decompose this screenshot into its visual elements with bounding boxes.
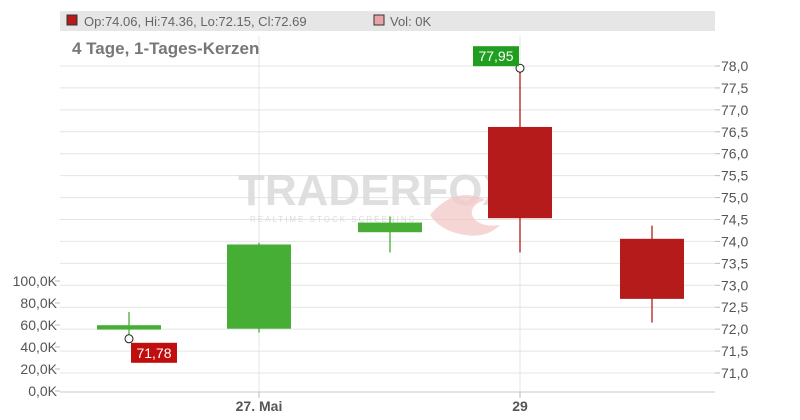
- price-tick-label: 71,0: [721, 365, 748, 381]
- annotation-marker: [124, 334, 134, 344]
- price-tick-label: 76,0: [721, 146, 748, 162]
- price-tick-label: 75,0: [721, 190, 748, 206]
- volume-tick-label: 0,0K: [28, 383, 57, 399]
- price-annotations: 77,95 71,78: [124, 46, 525, 363]
- price-axis: 71,0 71,5 72,0 72,5 73,0 73,5 74,0 74,5 75,0 75,5…: [715, 58, 748, 381]
- candle-body: [227, 244, 291, 329]
- annotation-label: 77,95: [478, 48, 513, 64]
- chart-subtitle: 4 Tage, 1-Tages-Kerzen: [72, 39, 259, 58]
- price-tick-label: 74,0: [721, 233, 748, 249]
- price-tick-label: 72,0: [721, 321, 748, 337]
- volume-swatch: [373, 14, 385, 26]
- price-tick-label: 72,5: [721, 299, 748, 315]
- x-tick-label: 27. Mai: [236, 398, 283, 414]
- candle: [488, 68, 552, 253]
- ohlc-swatch: [66, 14, 78, 26]
- volume-readout: Vol: 0K: [390, 14, 432, 29]
- price-tick-label: 74,5: [721, 212, 748, 228]
- candle-body: [97, 325, 161, 330]
- candle-body: [358, 222, 422, 233]
- volume-tick-label: 100,0K: [13, 273, 58, 289]
- volume-tick-label: 80,0K: [20, 295, 57, 311]
- x-tick-label: 29: [512, 398, 528, 414]
- price-tick-label: 73,5: [721, 255, 748, 271]
- annotation-label: 71,78: [136, 345, 171, 361]
- price-tick-label: 76,5: [721, 124, 748, 140]
- watermark-subtext: REALTIME STOCK SCREENING: [250, 215, 417, 224]
- price-tick-label: 78,0: [721, 58, 748, 74]
- candle: [620, 225, 684, 323]
- chart-grid: [60, 36, 715, 392]
- watermark: TRADERFOX REALTIME STOCK SCREENING: [238, 166, 512, 236]
- price-tick-label: 73,0: [721, 277, 748, 293]
- ohlc-readout: Op:74.06, Hi:74.36, Lo:72.15, Cl:72.69: [84, 14, 307, 29]
- price-tick-label: 75,5: [721, 168, 748, 184]
- price-annotation: 77,95: [473, 46, 525, 73]
- price-tick-label: 71,5: [721, 343, 748, 359]
- price-tick-label: 77,5: [721, 80, 748, 96]
- candles: [97, 68, 684, 339]
- price-tick-label: 77,0: [721, 102, 748, 118]
- header-bar: Op:74.06, Hi:74.36, Lo:72.15, Cl:72.69 V…: [60, 11, 715, 31]
- price-annotation: 71,78: [124, 334, 177, 363]
- header-bar-background: [60, 11, 715, 31]
- volume-tick-label: 40,0K: [20, 339, 57, 355]
- annotation-box: [131, 342, 177, 363]
- annotation-box: [473, 46, 519, 67]
- candle: [358, 216, 422, 253]
- candle-body: [620, 238, 684, 299]
- x-axis: 27. Mai 29: [236, 392, 528, 414]
- volume-axis: 0,0K 20,0K 40,0K 60,0K 80,0K 100,0K: [13, 273, 60, 399]
- volume-tick-label: 60,0K: [20, 317, 57, 333]
- fox-logo: [430, 195, 500, 236]
- volume-tick-label: 20,0K: [20, 361, 57, 377]
- candle: [227, 242, 291, 333]
- candle-body: [488, 126, 552, 219]
